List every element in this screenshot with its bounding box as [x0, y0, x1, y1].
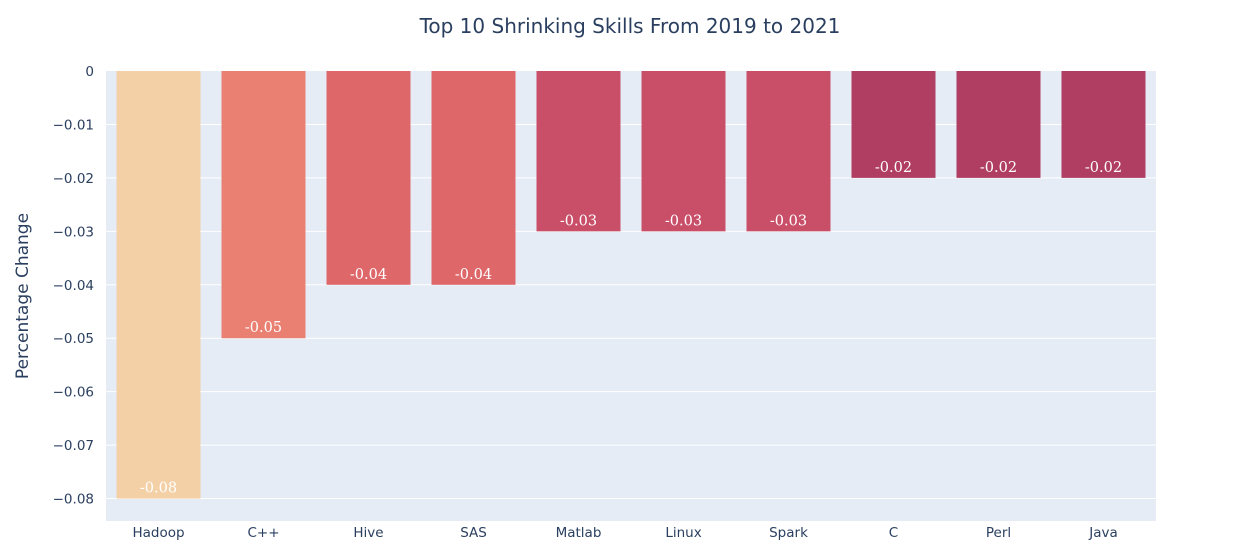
- y-tick-label: −0.04: [53, 278, 94, 294]
- bar-hadoop: [116, 71, 201, 499]
- y-tick-label: −0.02: [53, 171, 94, 187]
- y-tick-label: −0.03: [53, 224, 94, 240]
- x-tick-label: Perl: [986, 525, 1011, 541]
- bar-hive: [326, 71, 411, 285]
- bar-c: [851, 71, 936, 178]
- y-tick-label: −0.01: [53, 117, 94, 133]
- x-tick-label: Spark: [769, 525, 808, 541]
- x-tick-label: C: [889, 525, 898, 541]
- y-tick-label: 0: [85, 64, 94, 80]
- bar-value-label: -0.02: [980, 160, 1017, 176]
- bar-perl: [956, 71, 1041, 178]
- bar-value-label: -0.02: [1085, 160, 1122, 176]
- data-labels: -0.08 -0.05 -0.04 -0.04 -0.03 -0.03 -0.03 -0.02…: [140, 160, 1122, 497]
- x-tick-label: Hadoop: [132, 525, 184, 541]
- x-tick-label: Hive: [353, 525, 383, 541]
- x-tick-label: C++: [247, 525, 279, 541]
- x-tick-label: Linux: [665, 525, 701, 541]
- y-axis-ticks: 0 −0.01 −0.02 −0.03 −0.04 −0.05 −0.06 −0.07 −0.0…: [53, 64, 94, 508]
- x-tick-label: Matlab: [556, 525, 602, 541]
- bar-value-label: -0.08: [140, 481, 177, 497]
- x-tick-label: Java: [1088, 525, 1118, 541]
- bar-matlab: [536, 71, 621, 232]
- bar-linux: [641, 71, 726, 232]
- bars: [116, 71, 1146, 499]
- bar-sas: [431, 71, 516, 285]
- y-tick-label: −0.06: [53, 385, 94, 401]
- bar-value-label: -0.03: [665, 213, 702, 229]
- y-tick-label: −0.05: [53, 331, 94, 347]
- y-tick-label: −0.07: [53, 438, 94, 454]
- bar-java: [1061, 71, 1146, 178]
- bar-value-label: -0.02: [875, 160, 912, 176]
- bar-value-label: -0.03: [770, 213, 807, 229]
- x-tick-label: SAS: [460, 525, 487, 541]
- bar-value-label: -0.03: [560, 213, 597, 229]
- bar-spark: [746, 71, 831, 232]
- x-axis-ticks: Hadoop C++ Hive SAS Matlab Linux Spark C Perl Jav…: [132, 525, 1117, 541]
- bar-value-label: -0.05: [245, 320, 282, 336]
- y-tick-label: −0.08: [53, 492, 94, 508]
- bar-c-: [221, 71, 306, 339]
- y-axis-title: Percentage Change: [13, 213, 33, 379]
- bar-value-label: -0.04: [455, 267, 492, 283]
- chart-title: Top 10 Shrinking Skills From 2019 to 202…: [419, 14, 841, 38]
- bar-value-label: -0.04: [350, 267, 387, 283]
